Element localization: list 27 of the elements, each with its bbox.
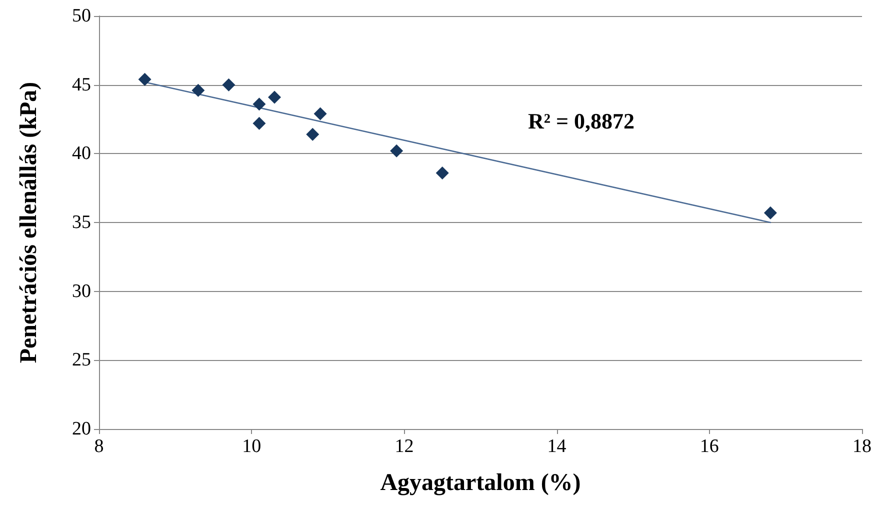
point xyxy=(192,84,205,97)
y-tick-label: 40 xyxy=(72,143,91,164)
y-tick-label: 25 xyxy=(72,350,91,371)
point xyxy=(390,144,404,158)
x-tick-label: 12 xyxy=(394,436,414,457)
x-tick-label: 14 xyxy=(547,436,567,457)
x-tick-label: 16 xyxy=(700,436,719,457)
x-axis-title: Agyagtartalom (%) xyxy=(380,470,581,496)
point xyxy=(306,128,320,141)
point xyxy=(436,166,449,180)
point xyxy=(138,72,152,86)
y-axis-title: Penetrációs ellenállás (kPa) xyxy=(16,82,42,364)
x-tick-label: 18 xyxy=(852,436,872,457)
point xyxy=(222,78,236,92)
y-tick-label: 30 xyxy=(72,280,91,302)
y-tick-label: 20 xyxy=(72,418,91,440)
annotation: R² = 0,8872 xyxy=(528,108,635,134)
point xyxy=(764,206,777,220)
point xyxy=(252,116,266,130)
x-tick-label: 10 xyxy=(242,436,262,457)
y-tick-label: 45 xyxy=(72,74,91,96)
point xyxy=(314,107,327,120)
point xyxy=(252,98,266,111)
y-tick-label: 50 xyxy=(72,6,91,26)
y-tick-label: 35 xyxy=(72,212,91,233)
point xyxy=(268,90,281,104)
x-tick-label: 8 xyxy=(94,436,104,457)
